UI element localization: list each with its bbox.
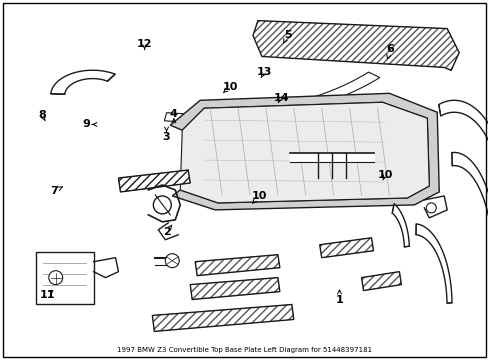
Text: 11: 11	[40, 290, 55, 300]
Text: 2: 2	[163, 227, 170, 237]
Text: 10: 10	[251, 191, 266, 201]
Text: 8: 8	[39, 111, 46, 121]
Polygon shape	[170, 93, 438, 210]
Polygon shape	[252, 21, 458, 71]
Polygon shape	[152, 305, 293, 332]
Text: 12: 12	[137, 39, 152, 49]
Text: 3: 3	[163, 132, 170, 142]
Text: 14: 14	[273, 93, 288, 103]
Polygon shape	[195, 255, 279, 276]
Circle shape	[153, 196, 171, 214]
Text: 7: 7	[51, 186, 58, 196]
Polygon shape	[451, 153, 488, 285]
Circle shape	[426, 203, 435, 213]
Text: 9: 9	[82, 120, 90, 129]
Text: 13: 13	[256, 67, 271, 77]
Polygon shape	[118, 170, 190, 192]
Text: 5: 5	[284, 30, 291, 40]
Text: 4: 4	[170, 109, 178, 119]
Polygon shape	[391, 204, 408, 247]
Polygon shape	[51, 70, 115, 94]
Circle shape	[165, 254, 179, 268]
Text: 6: 6	[386, 44, 394, 54]
Polygon shape	[361, 272, 401, 291]
Circle shape	[49, 271, 62, 285]
Polygon shape	[415, 224, 451, 303]
FancyBboxPatch shape	[36, 252, 93, 303]
Polygon shape	[180, 102, 428, 203]
Polygon shape	[319, 238, 373, 258]
Text: 1997 BMW Z3 Convertible Top Base Plate Left Diagram for 51448397181: 1997 BMW Z3 Convertible Top Base Plate L…	[117, 347, 371, 353]
Polygon shape	[438, 100, 488, 157]
Text: 1: 1	[335, 295, 343, 305]
Polygon shape	[190, 278, 279, 300]
Text: 10: 10	[222, 82, 237, 92]
Text: 10: 10	[377, 170, 393, 180]
Polygon shape	[164, 72, 379, 122]
